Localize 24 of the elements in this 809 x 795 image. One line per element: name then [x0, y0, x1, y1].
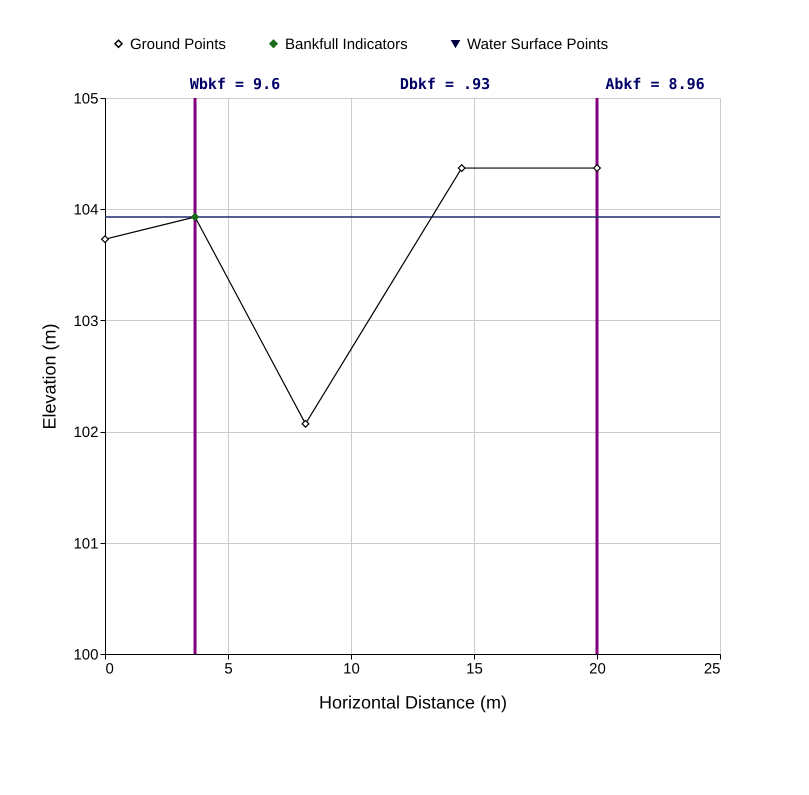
- x-tick-label: 5: [224, 660, 233, 678]
- x-tick-label: 20: [589, 660, 606, 678]
- y-tick-label: 105: [73, 90, 98, 108]
- y-tick-label: 103: [73, 312, 98, 330]
- point: [593, 164, 601, 172]
- point: [458, 164, 466, 172]
- text: Dbkf = .93: [400, 75, 490, 93]
- x-axis-title: Horizontal Distance (m): [318, 692, 508, 712]
- point: [302, 420, 310, 428]
- y-tick-label: 101: [73, 535, 98, 552]
- text: Abkf = 8.96: [605, 75, 705, 93]
- x-tick-label: 10: [343, 660, 360, 678]
- legend-label: Water Surface Points: [467, 36, 608, 53]
- legend-label: Bankfull Indicators: [285, 36, 408, 53]
- y-tick-label: 100: [73, 646, 98, 664]
- x-tick-label: 0: [106, 660, 114, 678]
- y-axis-title: Elevation (m): [39, 323, 60, 430]
- point: [101, 235, 109, 244]
- x-tick-label: 25: [704, 660, 720, 678]
- y-tick-label: 104: [73, 202, 98, 219]
- legend-label: Ground Points: [130, 36, 226, 53]
- y-tick-label: 102: [73, 424, 98, 442]
- x-tick-label: 15: [466, 660, 483, 678]
- text: Wbkf = 9.6: [190, 75, 280, 93]
